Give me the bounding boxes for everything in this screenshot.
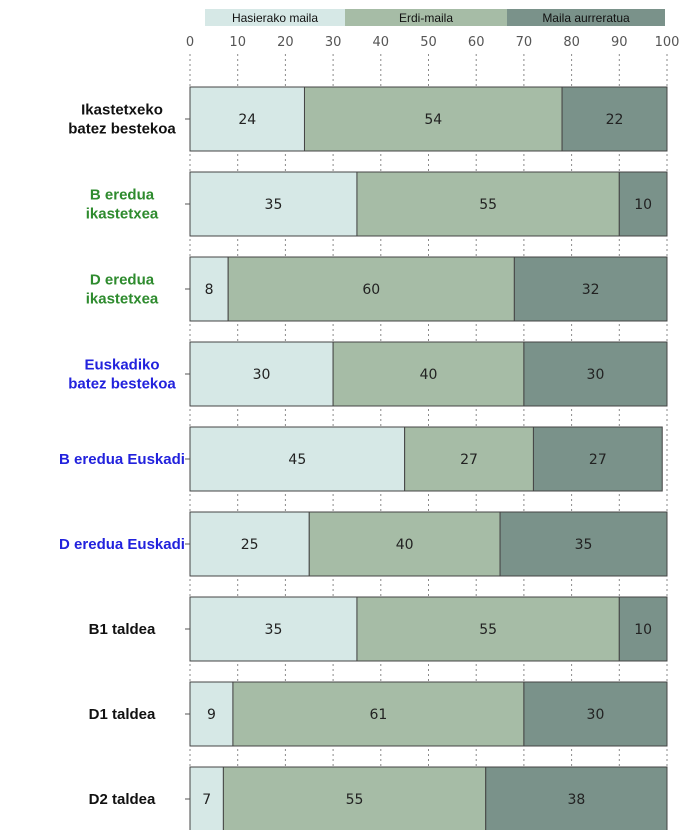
category-label: D eredua Euskadi — [59, 536, 185, 553]
x-tick-label: 50 — [420, 35, 437, 50]
data-label: 30 — [587, 367, 605, 383]
data-label: 40 — [420, 367, 438, 383]
category-labels: Ikastetxeko batez bestekoa B eredua ikastet… — [59, 102, 190, 808]
x-tick-label: 70 — [516, 35, 533, 50]
bar-segment — [189, 681, 234, 747]
category-label: ikastetxea — [86, 206, 159, 223]
x-axis-ticks: 0 10 20 30 40 50 60 70 80 90 100 — [186, 35, 680, 50]
category-label: B1 taldea — [89, 621, 156, 638]
bar-segment — [189, 596, 358, 662]
data-label: 60 — [362, 282, 380, 298]
data-label: 30 — [253, 367, 271, 383]
data-label: 40 — [396, 537, 414, 553]
x-tick-label: 40 — [373, 35, 390, 50]
bar-segment — [523, 341, 668, 407]
x-tick-label: 0 — [186, 35, 194, 50]
bar-segment — [332, 341, 525, 407]
bar-segment — [485, 766, 668, 830]
category-label: B eredua — [90, 187, 155, 204]
category-label: D1 taldea — [89, 706, 156, 723]
x-tick-label: 20 — [277, 35, 294, 50]
data-label: 55 — [479, 622, 497, 638]
category-label: batez bestekoa — [68, 376, 176, 393]
data-label: 10 — [634, 197, 652, 213]
legend-label: Erdi-maila — [399, 11, 453, 25]
bar-segment — [404, 426, 534, 492]
x-tick-label: 60 — [468, 35, 485, 50]
category-label: D eredua — [90, 272, 155, 289]
bar-segment — [189, 171, 358, 237]
x-tick-label: 30 — [325, 35, 342, 50]
x-tick-label: 10 — [229, 35, 246, 50]
legend-swatch — [205, 9, 345, 26]
data-label: 35 — [265, 197, 283, 213]
data-label: 35 — [575, 537, 593, 553]
x-tick-label: 90 — [611, 35, 628, 50]
bar-segment — [189, 256, 229, 322]
x-tick-label: 100 — [655, 35, 680, 50]
bar-segment — [618, 596, 668, 662]
data-label: 55 — [346, 792, 364, 808]
data-label: 32 — [582, 282, 600, 298]
category-label: D2 taldea — [89, 791, 156, 808]
bar-segment — [618, 171, 668, 237]
data-label: 27 — [589, 452, 607, 468]
bar-segment — [356, 171, 620, 237]
data-label: 9 — [207, 707, 216, 723]
bar-segment — [303, 86, 563, 152]
bars: 24 54 22 35 55 10 8 60 32 30 40 30 45 27 27 25 40 35 35 55 1… — [189, 86, 668, 830]
legend-label: Maila aurreratua — [542, 11, 630, 25]
data-label: 35 — [265, 622, 283, 638]
legend-swatch — [507, 9, 665, 26]
category-label: Euskadiko — [84, 357, 159, 374]
bar-segment — [499, 511, 668, 577]
bar-segment — [356, 596, 620, 662]
data-label: 38 — [567, 792, 585, 808]
bar-segment — [232, 681, 525, 747]
data-label: 8 — [205, 282, 214, 298]
data-label: 24 — [238, 112, 256, 128]
bar-segment — [561, 86, 668, 152]
bar-segment — [308, 511, 501, 577]
bar-segment — [189, 511, 310, 577]
data-label: 30 — [587, 707, 605, 723]
data-label: 7 — [202, 792, 211, 808]
bar-segment — [523, 681, 668, 747]
data-label: 61 — [370, 707, 388, 723]
category-label: batez bestekoa — [68, 121, 176, 138]
bar-segment — [189, 86, 305, 152]
bar-segment — [222, 766, 487, 830]
data-label: 45 — [288, 452, 306, 468]
bar-segment — [532, 426, 663, 492]
data-label: 27 — [460, 452, 478, 468]
legend-swatch — [345, 9, 507, 26]
data-label: 54 — [424, 112, 442, 128]
category-label: ikastetxea — [86, 291, 159, 308]
legend-label: Hasierako maila — [232, 11, 318, 25]
legend: Hasierako maila Erdi-maila Maila aurreratu… — [205, 9, 665, 26]
category-label: Ikastetxeko — [81, 102, 163, 119]
data-label: 55 — [479, 197, 497, 213]
category-label: B eredua Euskadi — [59, 451, 185, 468]
data-label: 22 — [606, 112, 624, 128]
data-label: 10 — [634, 622, 652, 638]
x-tick-label: 80 — [563, 35, 580, 50]
bar-segment — [513, 256, 668, 322]
data-label: 25 — [241, 537, 259, 553]
bar-segment — [189, 341, 334, 407]
